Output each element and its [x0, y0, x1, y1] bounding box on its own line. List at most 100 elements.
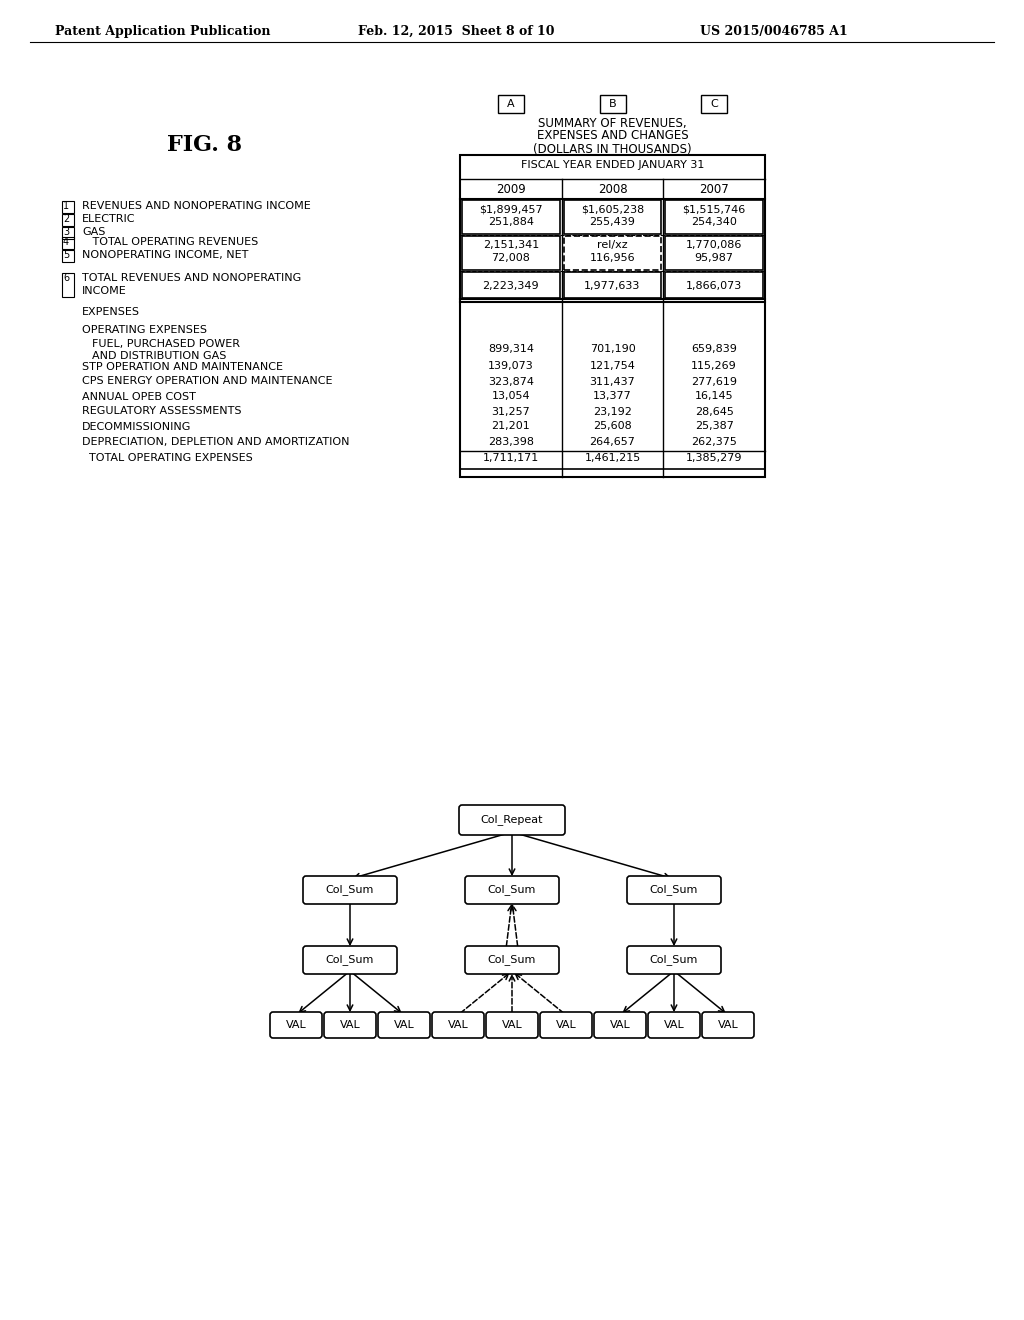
Bar: [563, 236, 662, 271]
Bar: [460, 154, 765, 477]
FancyBboxPatch shape: [270, 1012, 322, 1038]
Bar: [666, 236, 763, 271]
Text: 28,645: 28,645: [694, 407, 733, 417]
Text: Col_Sum: Col_Sum: [487, 954, 537, 965]
FancyBboxPatch shape: [594, 1012, 646, 1038]
Text: 6: 6: [63, 273, 70, 282]
FancyBboxPatch shape: [540, 1012, 592, 1038]
Text: VAL: VAL: [393, 1020, 415, 1030]
Bar: [62, 201, 74, 213]
Text: 2007: 2007: [699, 183, 729, 195]
Text: TOTAL OPERATING EXPENSES: TOTAL OPERATING EXPENSES: [82, 453, 253, 463]
FancyBboxPatch shape: [465, 876, 559, 904]
Text: 659,839: 659,839: [691, 345, 737, 354]
Text: 311,437: 311,437: [590, 376, 635, 387]
Text: 899,314: 899,314: [487, 345, 534, 354]
Text: 115,269: 115,269: [691, 362, 737, 371]
Bar: [62, 273, 74, 297]
Bar: [62, 214, 74, 226]
Text: 25,608: 25,608: [593, 421, 632, 432]
Text: Col_Sum: Col_Sum: [650, 954, 698, 965]
Text: 13,377: 13,377: [593, 392, 632, 401]
Bar: [462, 272, 560, 298]
Text: 2,151,341: 2,151,341: [482, 240, 539, 249]
Text: Feb. 12, 2015  Sheet 8 of 10: Feb. 12, 2015 Sheet 8 of 10: [358, 25, 555, 38]
Text: VAL: VAL: [286, 1020, 306, 1030]
Text: 1,866,073: 1,866,073: [686, 281, 742, 290]
FancyBboxPatch shape: [378, 1012, 430, 1038]
Text: 255,439: 255,439: [590, 216, 636, 227]
Text: 277,619: 277,619: [691, 376, 737, 387]
Bar: [62, 238, 74, 249]
FancyBboxPatch shape: [459, 805, 565, 836]
Text: DECOMMISSIONING: DECOMMISSIONING: [82, 421, 191, 432]
Text: REGULATORY ASSESSMENTS: REGULATORY ASSESSMENTS: [82, 407, 242, 417]
Text: INCOME: INCOME: [82, 286, 127, 296]
Bar: [462, 201, 560, 234]
Text: GAS: GAS: [82, 227, 105, 238]
FancyBboxPatch shape: [486, 1012, 538, 1038]
Text: 2008: 2008: [598, 183, 628, 195]
Text: 95,987: 95,987: [694, 253, 733, 263]
Text: SUMMARY OF REVENUES,: SUMMARY OF REVENUES,: [539, 117, 687, 129]
Text: VAL: VAL: [609, 1020, 631, 1030]
Text: rel/xz: rel/xz: [597, 240, 628, 249]
Text: FIG. 8: FIG. 8: [168, 135, 243, 156]
Bar: [666, 272, 763, 298]
Text: 23,192: 23,192: [593, 407, 632, 417]
Text: US 2015/0046785 A1: US 2015/0046785 A1: [700, 25, 848, 38]
Text: REVENUES AND NONOPERATING INCOME: REVENUES AND NONOPERATING INCOME: [82, 201, 310, 211]
Text: 2,223,349: 2,223,349: [482, 281, 540, 290]
Text: 25,387: 25,387: [694, 421, 733, 432]
Text: EXPENSES AND CHANGES: EXPENSES AND CHANGES: [537, 129, 688, 143]
Text: 1,977,633: 1,977,633: [585, 281, 641, 290]
Bar: [462, 236, 560, 271]
Text: Col_Sum: Col_Sum: [326, 954, 374, 965]
Text: AND DISTRIBUTION GAS: AND DISTRIBUTION GAS: [92, 351, 226, 360]
Text: NONOPERATING INCOME, NET: NONOPERATING INCOME, NET: [82, 249, 249, 260]
Text: FUEL, PURCHASED POWER: FUEL, PURCHASED POWER: [92, 339, 240, 348]
Text: ELECTRIC: ELECTRIC: [82, 214, 135, 224]
Text: CPS ENERGY OPERATION AND MAINTENANCE: CPS ENERGY OPERATION AND MAINTENANCE: [82, 376, 333, 387]
Text: VAL: VAL: [502, 1020, 522, 1030]
Text: 31,257: 31,257: [492, 407, 530, 417]
FancyBboxPatch shape: [702, 1012, 754, 1038]
Text: FISCAL YEAR ENDED JANUARY 31: FISCAL YEAR ENDED JANUARY 31: [521, 160, 705, 170]
Text: VAL: VAL: [556, 1020, 577, 1030]
Text: OPERATING EXPENSES: OPERATING EXPENSES: [82, 325, 207, 335]
Text: Col_Sum: Col_Sum: [326, 884, 374, 895]
Text: B: B: [608, 99, 616, 110]
Text: Col_Sum: Col_Sum: [650, 884, 698, 895]
Text: TOTAL OPERATING REVENUES: TOTAL OPERATING REVENUES: [82, 238, 258, 247]
Bar: [563, 201, 662, 234]
Text: 3: 3: [63, 227, 70, 238]
Text: A: A: [507, 99, 515, 110]
Text: VAL: VAL: [664, 1020, 684, 1030]
Text: 139,073: 139,073: [488, 362, 534, 371]
Text: 254,340: 254,340: [691, 216, 737, 227]
Text: TOTAL REVENUES AND NONOPERATING: TOTAL REVENUES AND NONOPERATING: [82, 273, 301, 282]
FancyBboxPatch shape: [303, 946, 397, 974]
Text: 262,375: 262,375: [691, 437, 737, 446]
Text: DEPRECIATION, DEPLETION AND AMORTIZATION: DEPRECIATION, DEPLETION AND AMORTIZATION: [82, 437, 349, 446]
Text: Patent Application Publication: Patent Application Publication: [55, 25, 270, 38]
Text: 1,711,171: 1,711,171: [482, 453, 539, 463]
Text: 13,054: 13,054: [492, 392, 530, 401]
Text: Col_Repeat: Col_Repeat: [480, 814, 544, 825]
Text: 323,874: 323,874: [487, 376, 534, 387]
Bar: [666, 201, 763, 234]
FancyBboxPatch shape: [465, 946, 559, 974]
Text: ANNUAL OPEB COST: ANNUAL OPEB COST: [82, 392, 196, 401]
Text: 4: 4: [63, 238, 70, 247]
Text: C: C: [711, 99, 718, 110]
Text: VAL: VAL: [340, 1020, 360, 1030]
Text: (DOLLARS IN THOUSANDS): (DOLLARS IN THOUSANDS): [534, 143, 692, 156]
Text: 5: 5: [63, 249, 70, 260]
FancyBboxPatch shape: [324, 1012, 376, 1038]
Text: $1,515,746: $1,515,746: [683, 205, 745, 214]
Bar: [599, 95, 626, 114]
Text: 264,657: 264,657: [590, 437, 636, 446]
Bar: [498, 95, 524, 114]
Text: 21,201: 21,201: [492, 421, 530, 432]
Text: EXPENSES: EXPENSES: [82, 308, 140, 317]
